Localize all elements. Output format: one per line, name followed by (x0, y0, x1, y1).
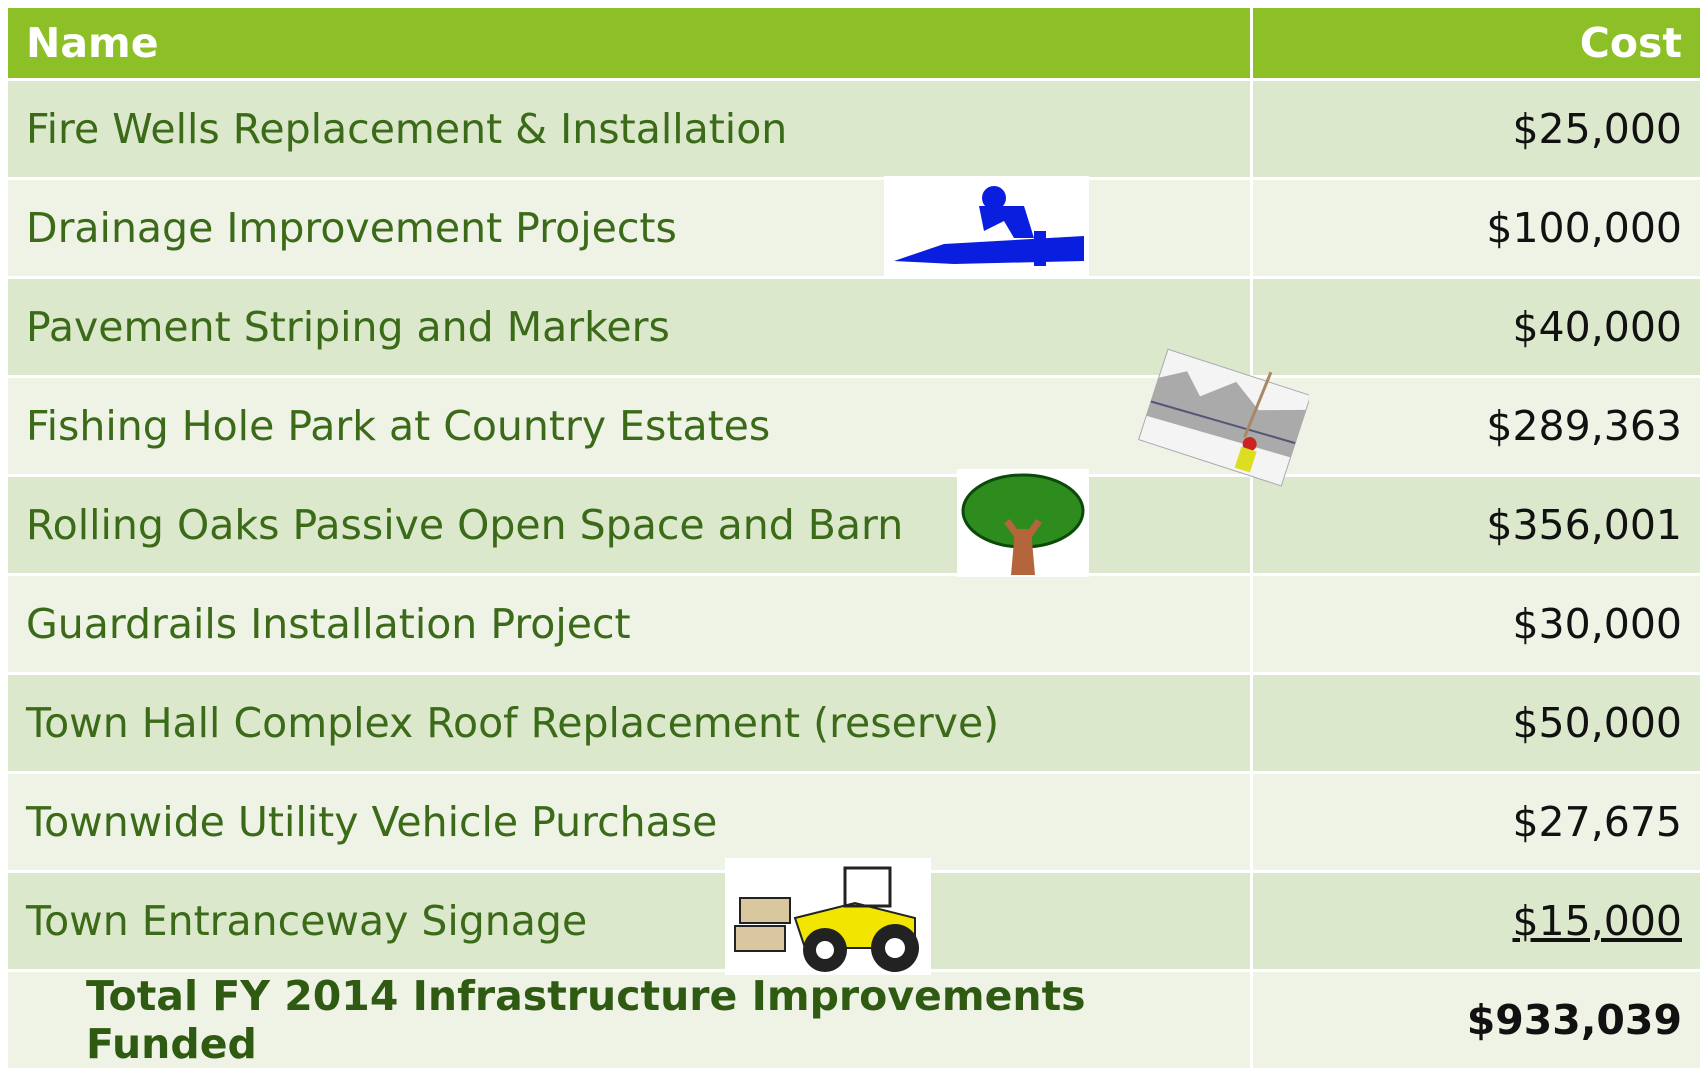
cost-table: Name Cost Fire Wells Replacement & Install… (8, 8, 1700, 1071)
name-cell: Town Hall Complex Roof Replacement (rese… (8, 675, 1253, 771)
cost-cell: $356,001 (1253, 477, 1700, 573)
cell-text: Townwide Utility Vehicle Purchase (26, 798, 718, 846)
cost-cell: $27,675 (1253, 774, 1700, 870)
cost-cell: $15,000 (1253, 873, 1700, 969)
cell-text: $15,000 (1512, 897, 1682, 945)
cell-text: $356,001 (1486, 501, 1682, 549)
tree-clipart (957, 469, 1089, 577)
cell-text: $40,000 (1512, 303, 1682, 351)
name-cell: Rolling Oaks Passive Open Space and Barn (8, 477, 1253, 573)
name-cell: Drainage Improvement Projects (8, 180, 1253, 276)
name-cell: Fishing Hole Park at Country Estates (8, 378, 1253, 474)
cell-text: $933,039 (1466, 996, 1682, 1044)
table-row: Townwide Utility Vehicle Purchase $27,675 (8, 774, 1700, 873)
table-row: Total FY 2014 Infrastructure Improvement… (8, 972, 1700, 1071)
cell-text: $100,000 (1486, 204, 1682, 252)
table-row: Rolling Oaks Passive Open Space and Barn… (8, 477, 1700, 576)
table-row: Town Hall Complex Roof Replacement (rese… (8, 675, 1700, 774)
cell-text: Fire Wells Replacement & Installation (26, 105, 788, 153)
cost-cell: $100,000 (1253, 180, 1700, 276)
cell-text: Total FY 2014 Infrastructure Improvement… (86, 972, 1086, 1068)
name-cell: Townwide Utility Vehicle Purchase (8, 774, 1253, 870)
name-cell: Town Entranceway Signage (8, 873, 1253, 969)
name-cell: Fire Wells Replacement & Installation (8, 81, 1253, 177)
drainage-clipart (884, 176, 1089, 276)
cell-text: $289,363 (1486, 402, 1682, 450)
cost-cell: $40,000 (1253, 279, 1700, 375)
name-cell: Total FY 2014 Infrastructure Improvement… (8, 972, 1253, 1068)
cost-cell: $50,000 (1253, 675, 1700, 771)
table-row: Pavement Striping and Markers $40,000 (8, 279, 1700, 378)
cell-text: Pavement Striping and Markers (26, 303, 670, 351)
table-row: Name Cost (8, 8, 1700, 81)
table-row: Fishing Hole Park at Country Estates $289… (8, 378, 1700, 477)
cell-text: Town Entranceway Signage (26, 897, 588, 945)
cell-text: Rolling Oaks Passive Open Space and Barn (26, 501, 904, 549)
cell-text: Name (26, 19, 159, 67)
fishing-clipart (1137, 348, 1309, 487)
cost-cell: $933,039 (1253, 972, 1700, 1068)
cell-text: $27,675 (1512, 798, 1682, 846)
loader-clipart (725, 858, 931, 975)
table-row: Guardrails Installation Project $30,000 (8, 576, 1700, 675)
cell-text: Town Hall Complex Roof Replacement (rese… (26, 699, 1000, 747)
cell-text: Fishing Hole Park at Country Estates (26, 402, 771, 450)
cost-cell: Cost (1253, 8, 1700, 78)
cell-text: Guardrails Installation Project (26, 600, 631, 648)
cell-text: $25,000 (1512, 105, 1682, 153)
table-row: Drainage Improvement Projects $100,000 (8, 180, 1700, 279)
name-cell: Pavement Striping and Markers (8, 279, 1253, 375)
cell-text: $50,000 (1512, 699, 1682, 747)
cell-text: Drainage Improvement Projects (26, 204, 677, 252)
cost-cell: $25,000 (1253, 81, 1700, 177)
name-cell: Name (8, 8, 1253, 78)
cost-cell: $289,363 (1253, 378, 1700, 474)
table-row: Fire Wells Replacement & Installation $25… (8, 81, 1700, 180)
cell-text: $30,000 (1512, 600, 1682, 648)
name-cell: Guardrails Installation Project (8, 576, 1253, 672)
cell-text: Cost (1579, 19, 1682, 67)
cost-cell: $30,000 (1253, 576, 1700, 672)
